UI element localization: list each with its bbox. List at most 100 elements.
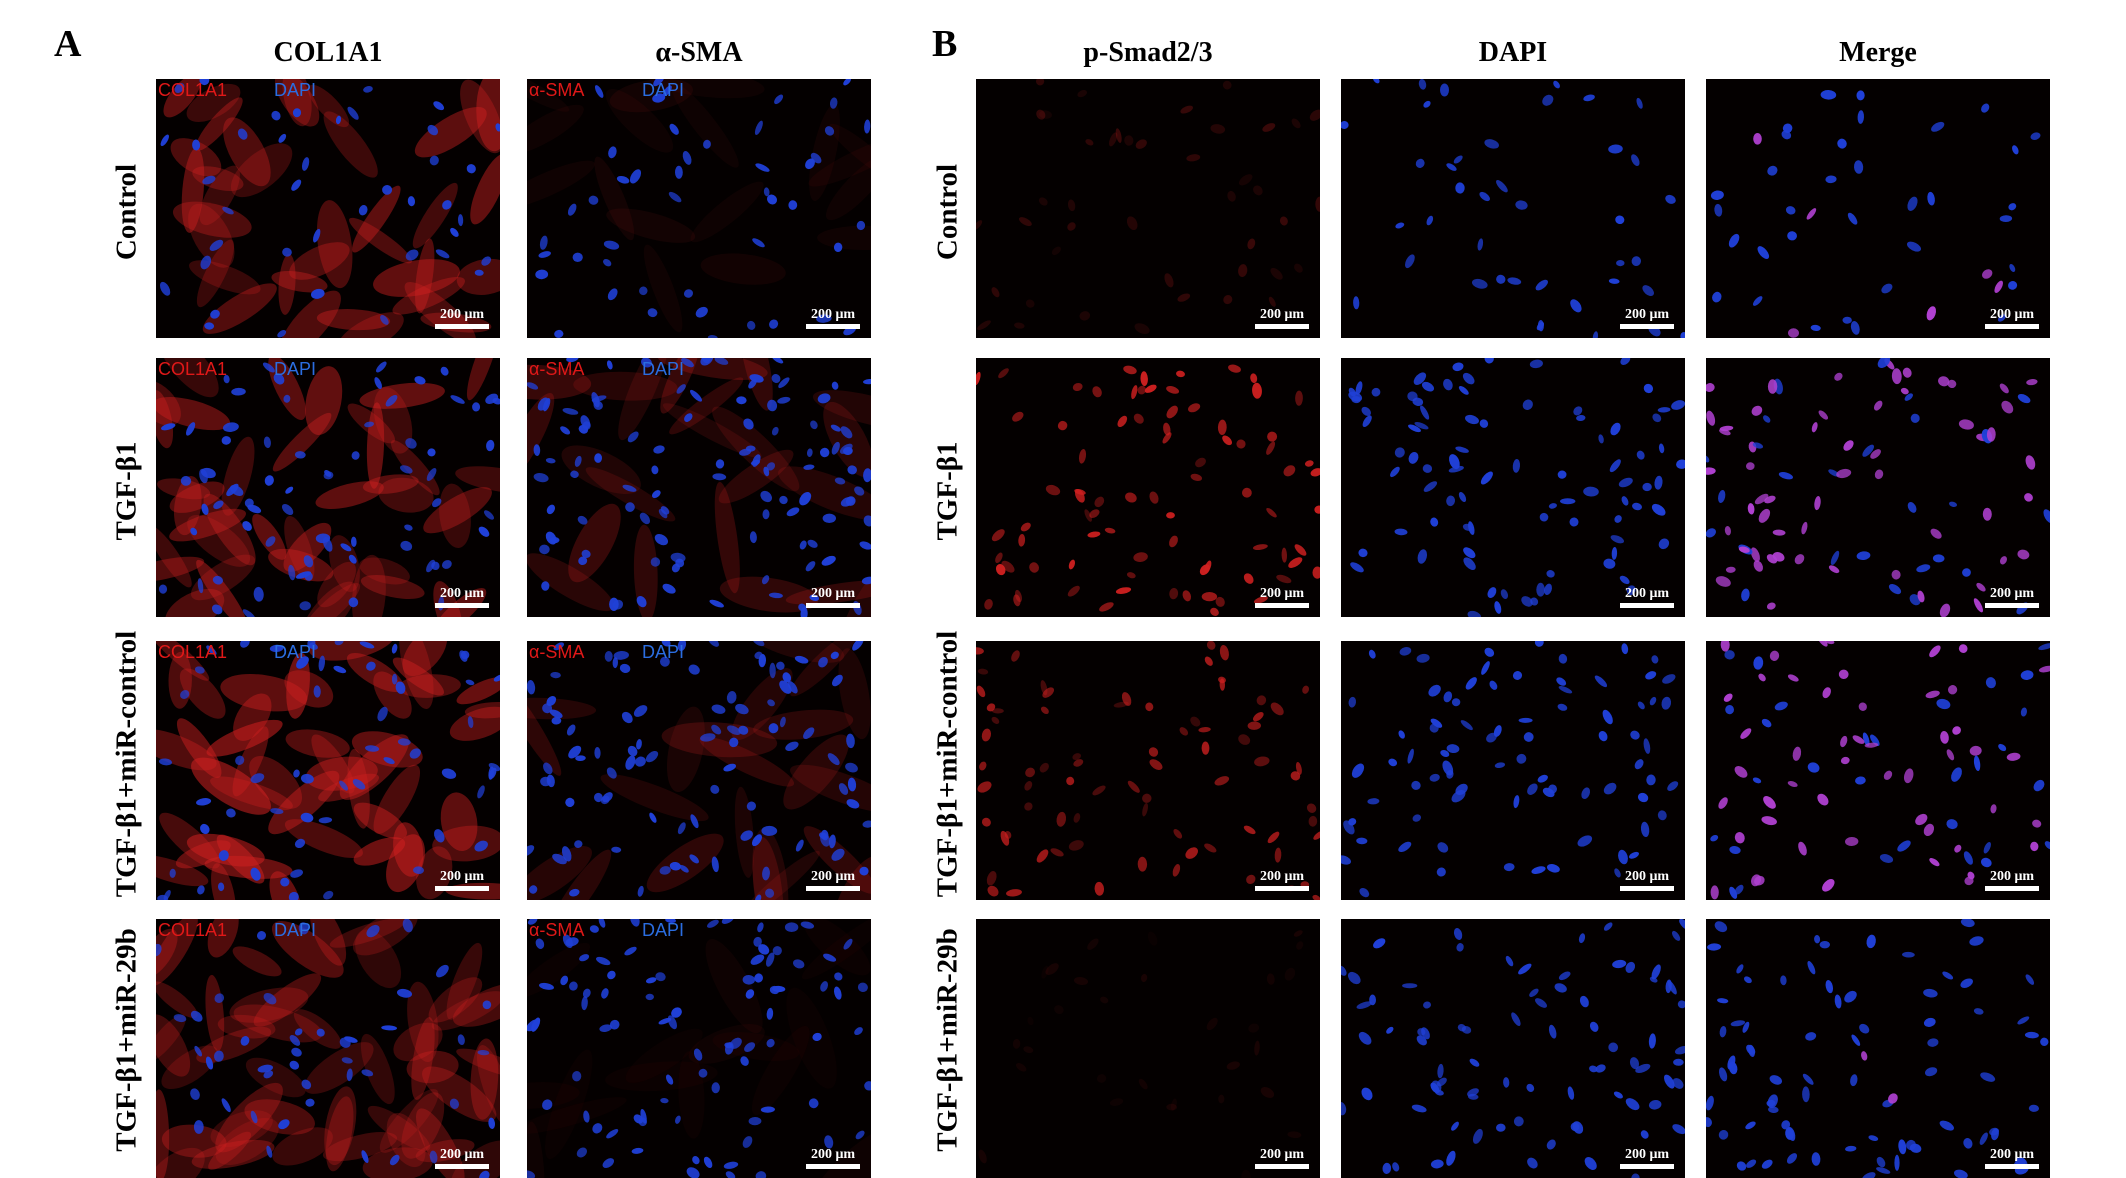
cell-staining-image: [156, 919, 500, 1178]
cell-staining-image: [156, 641, 500, 900]
scale-bar: 200 μm: [435, 1147, 489, 1169]
micrograph-control-asma: α-SMA DAPI 200 μm: [527, 79, 871, 338]
scale-bar-label: 200 μm: [1989, 869, 2035, 884]
cell-staining-image: [527, 641, 871, 900]
scale-bar-line: [806, 603, 860, 608]
scale-bar: 200 μm: [435, 869, 489, 891]
scale-bar-label: 200 μm: [810, 307, 856, 322]
cell-staining-image: [978, 930, 1304, 1178]
row-label-mircontrol-a: TGF-β1+miR-control: [110, 630, 143, 898]
scale-bar: 200 μm: [806, 1147, 860, 1169]
micrograph-control-psmad: 200 μm: [976, 79, 1320, 338]
scale-bar-line: [435, 886, 489, 891]
scale-bar-label: 200 μm: [439, 586, 485, 601]
cell-staining-image: [527, 358, 871, 617]
scale-bar-label: 200 μm: [1259, 869, 1305, 884]
micrograph-mircontrol-dapi: 200 μm: [1341, 641, 1685, 900]
panel-letter-b: B: [932, 23, 958, 65]
channel-label-red: α-SMA: [529, 920, 585, 940]
column-title-asma: α-SMA: [655, 37, 743, 68]
scale-bar-line: [1255, 324, 1309, 329]
scale-bar: 200 μm: [1985, 586, 2039, 608]
micrograph-mircontrol-col1a1: COL1A1 DAPI 200 μm: [156, 641, 500, 900]
channel-label-blue: DAPI: [642, 920, 685, 940]
channel-label-red: COL1A1: [158, 359, 228, 379]
scale-bar-line: [1620, 324, 1674, 329]
row-label-control-b: Control: [931, 163, 964, 261]
scale-bar: 200 μm: [1985, 307, 2039, 329]
scale-bar: 200 μm: [1985, 1147, 2039, 1169]
scale-bar: 200 μm: [435, 307, 489, 329]
channel-label-red: COL1A1: [158, 920, 228, 940]
cell-staining-image: [1710, 89, 2041, 338]
cell-staining-image: [1341, 641, 1679, 898]
cell-staining-image: [976, 364, 1320, 617]
row-label-control-a: Control: [110, 163, 143, 261]
scale-bar-label: 200 μm: [1624, 1147, 1670, 1162]
scale-bar-label: 200 μm: [1259, 307, 1305, 322]
micrograph-control-dapi: 200 μm: [1341, 79, 1685, 338]
scale-bar-label: 200 μm: [810, 586, 856, 601]
column-title-psmad: p-Smad2/3: [1083, 37, 1213, 68]
scale-bar: 200 μm: [806, 869, 860, 891]
scale-bar: 200 μm: [1620, 869, 1674, 891]
scale-bar: 200 μm: [806, 586, 860, 608]
channel-label-blue: DAPI: [274, 920, 317, 940]
scale-bar: 200 μm: [1620, 307, 1674, 329]
scale-bar-label: 200 μm: [1624, 307, 1670, 322]
scale-bar: 200 μm: [435, 586, 489, 608]
channel-label-red: α-SMA: [529, 642, 585, 662]
scale-bar-line: [435, 603, 489, 608]
channel-label-blue: DAPI: [642, 359, 685, 379]
cell-staining-image: [1348, 358, 1685, 617]
scale-bar: 200 μm: [1255, 307, 1309, 329]
row-label-mircontrol-b: TGF-β1+miR-control: [931, 630, 964, 898]
channel-label-blue: DAPI: [274, 359, 317, 379]
micrograph-control-col1a1: COL1A1 DAPI 200 μm: [156, 79, 500, 338]
micrograph-control-merge: 200 μm: [1706, 79, 2050, 338]
panel-letter-a: A: [54, 23, 82, 65]
micrograph-mir29b-dapi: 200 μm: [1341, 919, 1685, 1178]
micrograph-mircontrol-psmad: 200 μm: [976, 641, 1320, 900]
scale-bar: 200 μm: [806, 307, 860, 329]
scale-bar-line: [806, 324, 860, 329]
scale-bar-line: [1620, 886, 1674, 891]
scale-bar-line: [1620, 603, 1674, 608]
row-label-tgfb1-b: TGF-β1: [931, 441, 964, 541]
scale-bar: 200 μm: [1255, 1147, 1309, 1169]
channel-label-blue: DAPI: [642, 642, 685, 662]
scale-bar-label: 200 μm: [1624, 869, 1670, 884]
cell-staining-image: [976, 641, 1320, 900]
channel-label-blue: DAPI: [274, 642, 317, 662]
scale-bar-label: 200 μm: [1989, 307, 2035, 322]
cell-staining-image: [156, 358, 500, 617]
scale-bar-label: 200 μm: [1989, 586, 2035, 601]
scale-bar-label: 200 μm: [439, 869, 485, 884]
scale-bar-label: 200 μm: [1989, 1147, 2035, 1162]
micrograph-mir29b-asma: α-SMA DAPI 200 μm: [527, 919, 871, 1178]
micrograph-tgfb1-col1a1: COL1A1 DAPI 200 μm: [156, 358, 500, 617]
channel-label-blue: DAPI: [274, 80, 317, 100]
scale-bar-line: [806, 886, 860, 891]
scale-bar-label: 200 μm: [1259, 586, 1305, 601]
cell-staining-image: [1706, 358, 2050, 617]
micrograph-mir29b-col1a1: COL1A1 DAPI 200 μm: [156, 919, 500, 1178]
cell-staining-image: [1710, 641, 2050, 900]
scale-bar-line: [1255, 1164, 1309, 1169]
scale-bar: 200 μm: [1985, 869, 2039, 891]
cell-staining-image: [1341, 79, 1685, 338]
cell-staining-image: [527, 919, 871, 1178]
cell-staining-image: [159, 79, 500, 338]
scale-bar: 200 μm: [1255, 869, 1309, 891]
scale-bar-label: 200 μm: [810, 1147, 856, 1162]
channel-label-red: COL1A1: [158, 80, 228, 100]
micrograph-mircontrol-asma: α-SMA DAPI 200 μm: [527, 641, 871, 900]
channel-label-blue: DAPI: [642, 80, 685, 100]
channel-label-red: COL1A1: [158, 642, 228, 662]
channel-label-red: α-SMA: [529, 359, 585, 379]
column-title-col1a1: COL1A1: [273, 37, 383, 68]
row-label-tgfb1-a: TGF-β1: [110, 441, 143, 541]
scale-bar-line: [1985, 603, 2039, 608]
micrograph-mir29b-merge: 200 μm: [1706, 919, 2050, 1178]
scale-bar-line: [1255, 886, 1309, 891]
